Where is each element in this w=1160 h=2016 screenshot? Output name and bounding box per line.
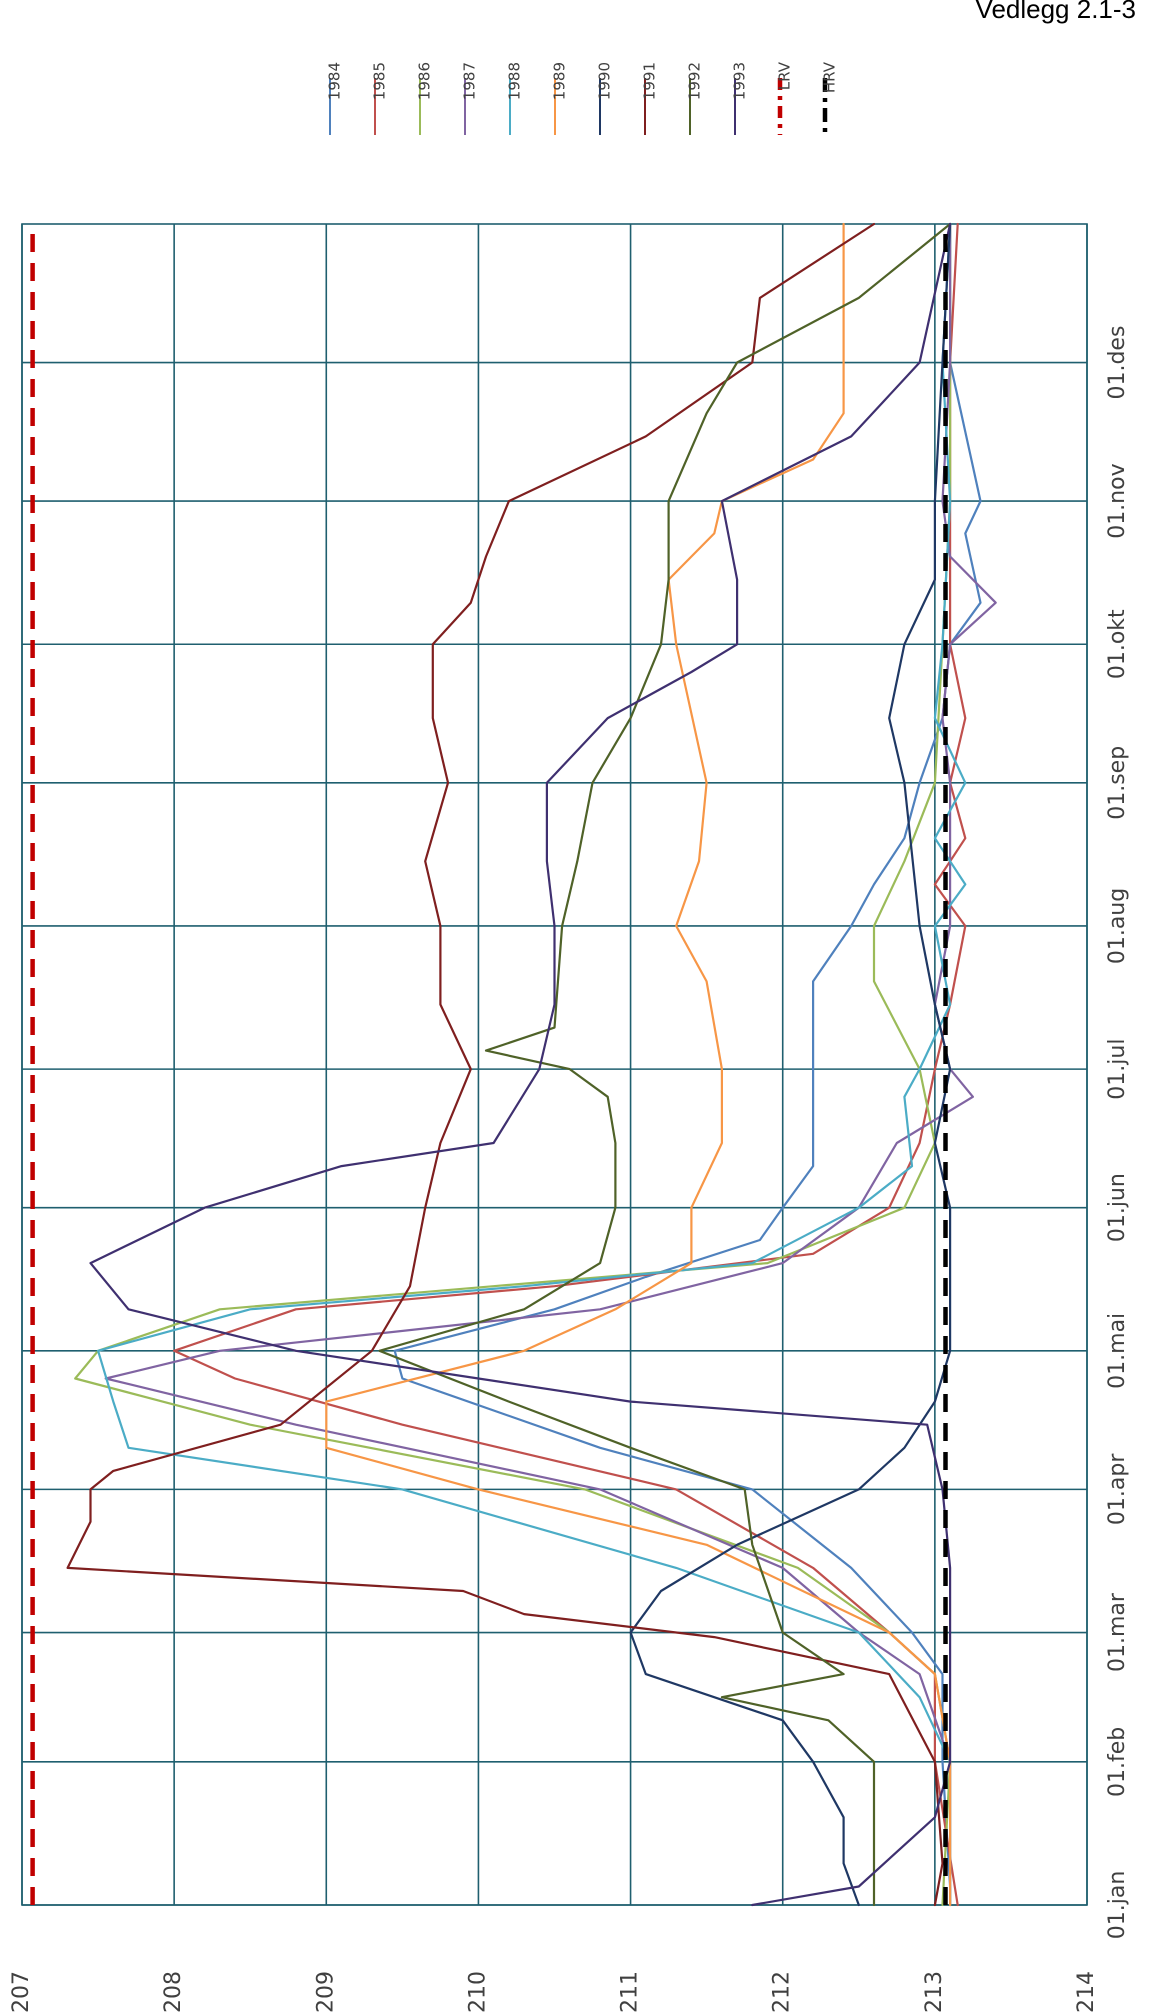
- month-tick-label: 01.mar: [1105, 1592, 1130, 1672]
- series-line-1989: [325, 222, 952, 1907]
- legend: 1984 1985 1986 1987 1988 1989 1990 1991 1992 1993…: [326, 61, 839, 135]
- legend-label-1984: 1984: [326, 62, 344, 100]
- series-line-1992: [378, 222, 952, 1907]
- value-tick-label: 211: [618, 1971, 643, 2013]
- value-tick-label: 209: [313, 1971, 338, 2013]
- month-tick-label: 01.nov: [1105, 463, 1130, 538]
- value-tick-label: 210: [465, 1971, 490, 2013]
- series-line-1984: [393, 222, 982, 1907]
- legend-label-1988: 1988: [506, 62, 524, 100]
- month-tick-label: 01.feb: [1105, 1727, 1130, 1797]
- legend-label-1987: 1987: [461, 62, 479, 100]
- month-tick-label: 01.mai: [1105, 1313, 1130, 1389]
- value-tick-label: 214: [1074, 1971, 1099, 2013]
- month-tick-label: 01.sep: [1105, 746, 1130, 820]
- month-tick-label: 01.okt: [1105, 609, 1130, 679]
- series-line-1990: [629, 222, 952, 1907]
- series-line-1988: [97, 222, 967, 1907]
- value-tick-label: 208: [161, 1971, 186, 2013]
- plot-frame: [21, 223, 1088, 1906]
- value-tick-label: 207: [9, 1971, 34, 2013]
- series-group: [30, 222, 997, 1907]
- legend-label-1992: 1992: [686, 62, 704, 100]
- series-line-1993: [89, 222, 952, 1907]
- month-tick-label: 01.aug: [1105, 888, 1130, 964]
- month-tick-label: 01.jul: [1105, 1039, 1130, 1100]
- axes: 207 208 209 210 211 212 213 214 01.jan 01.feb 01.m…: [9, 326, 1130, 2013]
- legend-label-1990: 1990: [596, 62, 614, 100]
- month-tick-label: 01.apr: [1105, 1453, 1130, 1525]
- legend-label-hrv: HRV: [821, 61, 839, 93]
- legend-label-1989: 1989: [551, 62, 569, 100]
- series-line-1985: [173, 222, 967, 1907]
- value-tick-label: 213: [922, 1971, 947, 2013]
- series-line-1991: [66, 222, 944, 1907]
- month-tick-label: 01.jan: [1105, 1871, 1130, 1940]
- legend-label-lrv: LRV: [776, 61, 794, 90]
- legend-label-1991: 1991: [641, 62, 659, 100]
- grid: [21, 223, 1088, 1906]
- series-line-1987: [104, 222, 997, 1907]
- series-line-1986: [74, 222, 952, 1907]
- month-tick-label: 01.des: [1105, 326, 1130, 400]
- legend-label-1993: 1993: [731, 62, 749, 100]
- legend-label-1985: 1985: [371, 62, 389, 100]
- month-tick-label: 01.jun: [1105, 1173, 1130, 1242]
- appendix-label: Vedlegg 2.1-3: [975, 0, 1136, 24]
- value-tick-label: 212: [770, 1971, 795, 2013]
- legend-label-1986: 1986: [416, 62, 434, 100]
